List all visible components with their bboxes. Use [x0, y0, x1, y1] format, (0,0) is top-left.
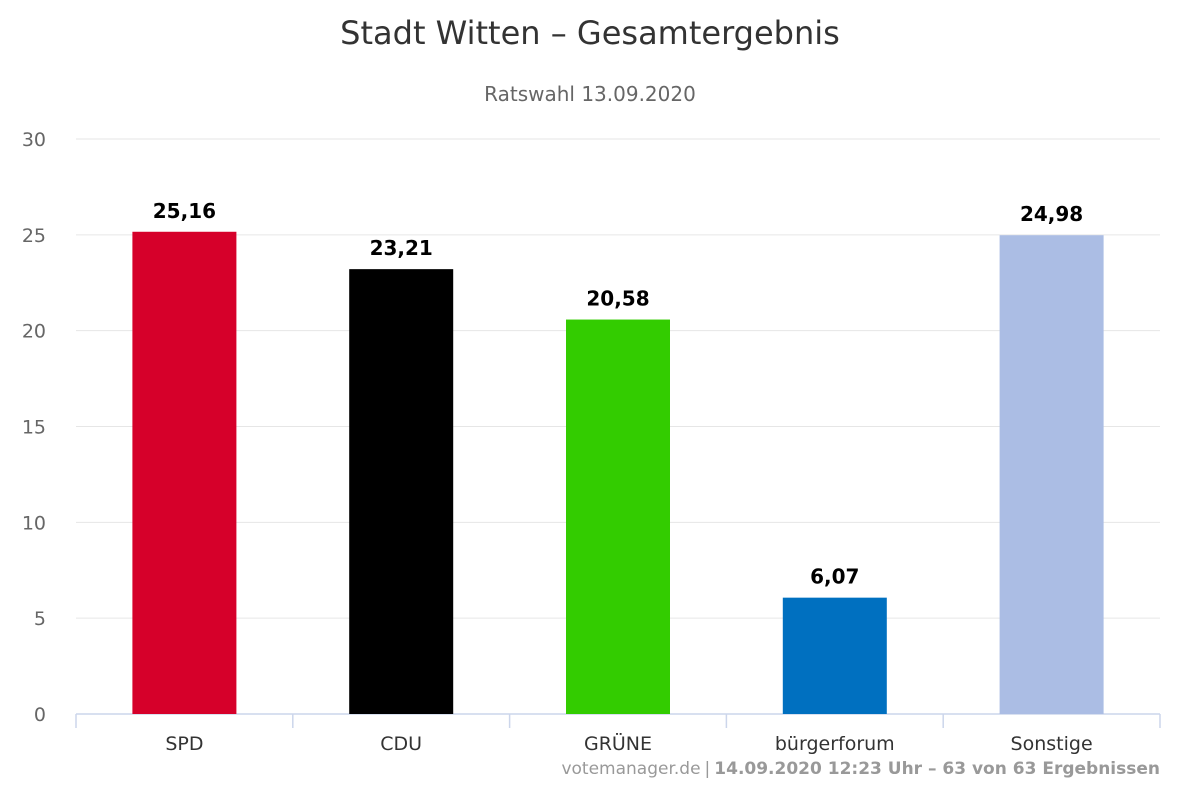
- y-tick-label: 5: [34, 608, 46, 630]
- bar: [999, 235, 1104, 714]
- x-tick-label: CDU: [380, 733, 422, 755]
- bar: [132, 231, 237, 714]
- y-tick-label: 0: [34, 704, 46, 726]
- chart-subtitle: Ratswahl 13.09.2020: [484, 82, 696, 106]
- bar: [349, 269, 454, 714]
- chart-credits[interactable]: votemanager.de | 14.09.2020 12:23 Uhr – 63…: [561, 759, 1160, 779]
- bar: [782, 597, 887, 714]
- data-label: 25,16: [153, 199, 216, 223]
- data-label: 6,07: [810, 565, 859, 589]
- data-label: 23,21: [370, 236, 433, 260]
- data-label: 24,98: [1020, 202, 1083, 226]
- x-tick-label: Sonstige: [1011, 733, 1093, 755]
- chart-title: Stadt Witten – Gesamtergebnis: [340, 14, 840, 52]
- x-tick-label: bürgerforum: [775, 733, 895, 755]
- y-tick-label: 25: [22, 225, 46, 247]
- y-tick-label: 20: [22, 321, 46, 343]
- bar: [566, 319, 670, 714]
- data-label: 20,58: [586, 287, 649, 311]
- credits-source-link[interactable]: votemanager.de: [561, 759, 701, 779]
- y-tick-label: 15: [22, 417, 46, 439]
- x-tick-label: GRÜNE: [584, 732, 652, 755]
- y-tick-label: 30: [22, 129, 46, 151]
- credits-separator: |: [704, 759, 711, 779]
- y-tick-label: 10: [22, 512, 46, 534]
- x-tick-label: SPD: [165, 733, 203, 755]
- credits-info: 14.09.2020 12:23 Uhr – 63 von 63 Ergebni…: [714, 759, 1160, 779]
